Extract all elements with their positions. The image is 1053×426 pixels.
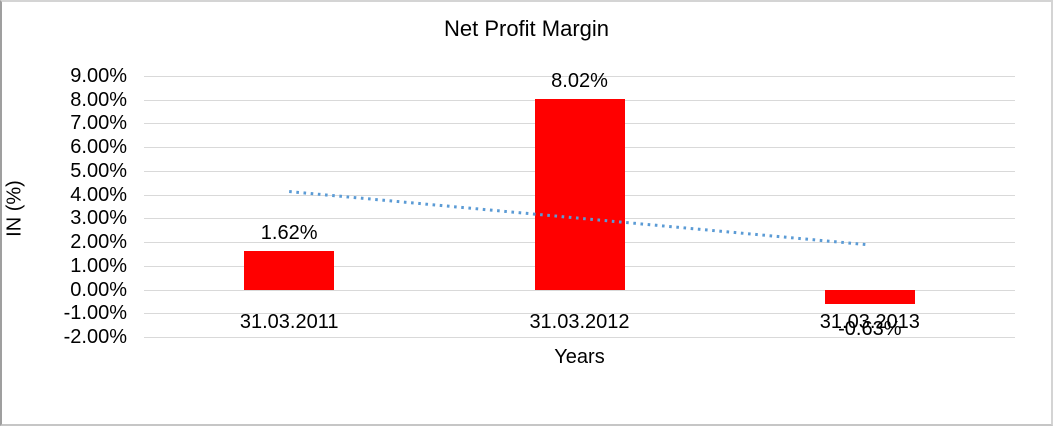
y-tick-label: 4.00% bbox=[70, 183, 127, 206]
y-tick-label: -1.00% bbox=[63, 302, 127, 325]
y-axis-title: IN (%) bbox=[3, 180, 26, 237]
category-label: 31.03.2011 bbox=[239, 311, 339, 333]
gridline bbox=[144, 313, 1015, 315]
bar-31.03.2011 bbox=[244, 251, 335, 290]
y-tick-label: 7.00% bbox=[70, 112, 127, 135]
gridline bbox=[144, 76, 1015, 77]
category-label: 31.03.2013 bbox=[819, 311, 920, 333]
gridline bbox=[144, 337, 1015, 338]
x-axis-title: Years bbox=[554, 346, 605, 368]
data-label: 1.62% bbox=[260, 222, 318, 245]
y-tick-label: 1.00% bbox=[70, 254, 127, 277]
y-tick-label: 8.00% bbox=[70, 88, 127, 111]
data-label: -0.63% bbox=[838, 318, 902, 341]
gridline bbox=[144, 289, 1015, 291]
data-label: 8.02% bbox=[551, 70, 608, 93]
y-tick-label: -2.00% bbox=[63, 326, 127, 348]
plot-area bbox=[144, 76, 1015, 338]
bar-31.03.2013 bbox=[824, 289, 915, 305]
bar-31.03.2012 bbox=[534, 99, 625, 290]
y-tick-label: 2.00% bbox=[70, 231, 127, 254]
y-tick-label: 3.00% bbox=[70, 207, 127, 230]
y-tick-label: 5.00% bbox=[70, 159, 127, 182]
y-tick-label: 6.00% bbox=[70, 136, 127, 159]
chart-title: Net Profit Margin bbox=[443, 16, 610, 41]
y-tick-label: 9.00% bbox=[70, 65, 127, 87]
y-tick-label: 0.00% bbox=[70, 278, 127, 301]
category-label: 31.03.2012 bbox=[529, 311, 630, 333]
